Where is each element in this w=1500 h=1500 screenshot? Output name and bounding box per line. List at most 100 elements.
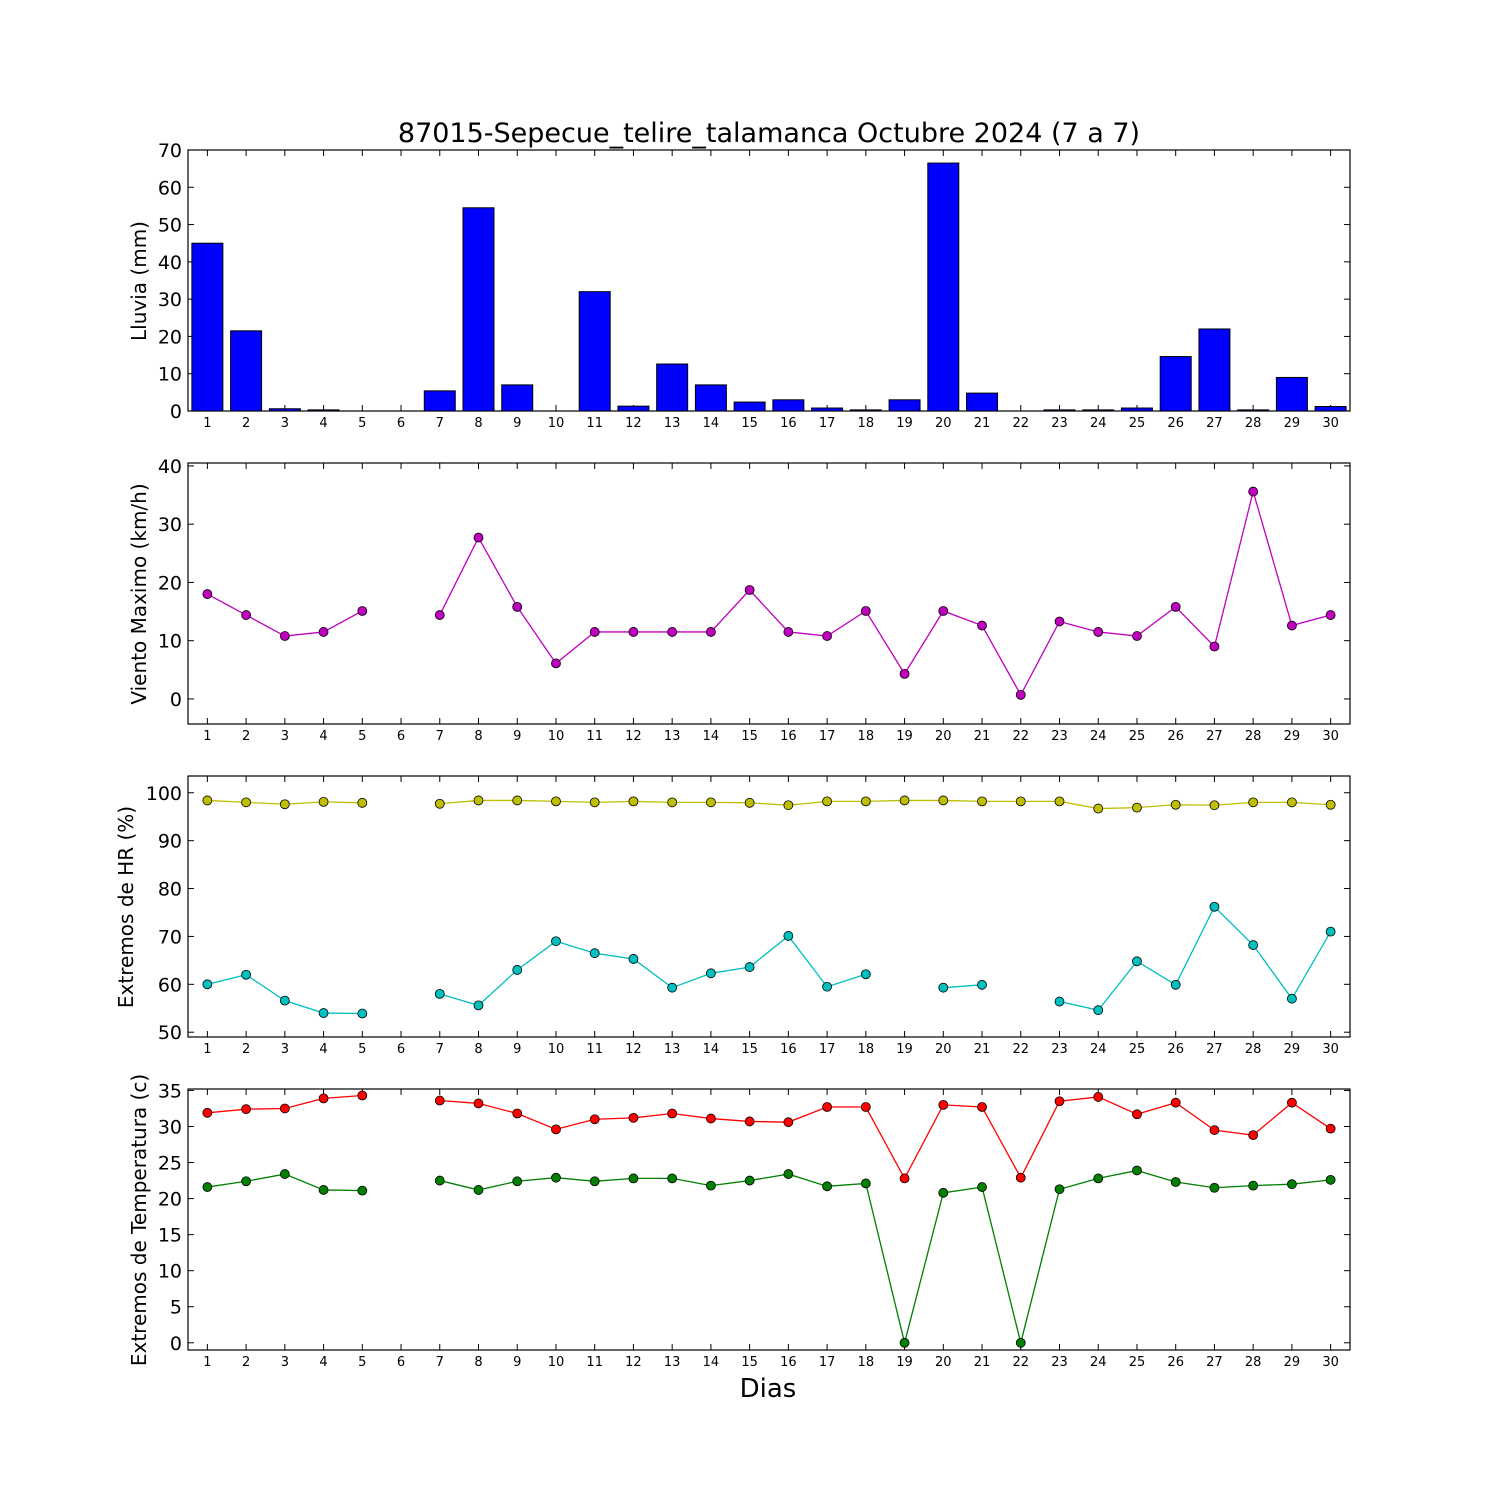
rainfall-xtick-label: 9 — [513, 416, 521, 431]
wind-series-0-point — [1093, 627, 1104, 637]
humidity-ytick-label: 80 — [158, 879, 182, 901]
wind-xtick-label: 19 — [896, 729, 913, 744]
wind-series-0-point — [279, 631, 290, 641]
humidity-series-0-point — [783, 800, 794, 811]
wind-series-0-point — [744, 585, 755, 595]
wind-series-0-point — [1015, 689, 1026, 700]
wind-ytick-label: 0 — [170, 689, 182, 711]
wind-series-0-point — [1209, 641, 1220, 652]
humidity-series-1-point — [860, 969, 871, 980]
humidity-series-1-point — [279, 995, 290, 1006]
temperature-series-0-point — [822, 1102, 832, 1112]
temperature-series-1-point — [1170, 1177, 1181, 1187]
rainfall-xtick-label: 12 — [625, 416, 642, 431]
temperature-series-0-point — [357, 1090, 368, 1101]
humidity-xtick-label: 12 — [625, 1042, 642, 1057]
humidity-series-1-point — [512, 965, 523, 975]
wind-xtick-label: 28 — [1245, 729, 1262, 744]
humidity-xtick-label: 24 — [1090, 1042, 1107, 1057]
temperature-series-0-point — [628, 1112, 639, 1123]
temperature-ytick-label: 10 — [158, 1261, 182, 1283]
humidity-xtick-label: 21 — [974, 1042, 991, 1057]
wind-ytick-label: 30 — [158, 514, 182, 536]
temperature-series-1-point — [589, 1176, 600, 1187]
humidity-series-1-point — [318, 1008, 329, 1018]
humidity-series-0-point — [860, 796, 871, 807]
temperature-series-1-point — [938, 1187, 949, 1198]
temperature-xtick-label: 9 — [513, 1355, 521, 1370]
temperature-xtick-label: 18 — [858, 1355, 875, 1370]
wind-xtick-label: 2 — [242, 729, 250, 744]
temperature-series-0-point — [744, 1116, 755, 1127]
humidity-series-1-point — [667, 982, 678, 993]
humidity-xtick-label: 17 — [819, 1042, 836, 1057]
rainfall-xtick-label: 13 — [664, 416, 681, 431]
temperature-xtick-label: 7 — [436, 1355, 444, 1370]
humidity-series-1-line — [943, 984, 983, 989]
rainfall-xtick-label: 3 — [281, 416, 289, 431]
temperature-series-1-point — [279, 1169, 290, 1179]
humidity-series-0-point — [1287, 797, 1297, 808]
humidity-series-0-point — [1132, 802, 1142, 813]
humidity-series-0-point — [1209, 800, 1220, 811]
humidity-xtick-label: 20 — [935, 1042, 952, 1057]
humidity-series-1-point — [1209, 901, 1220, 912]
humidity-series-1-point — [1093, 1005, 1104, 1016]
temperature-series-0-point — [1287, 1097, 1297, 1108]
rainfall-xtick-label: 27 — [1206, 416, 1223, 431]
temperature-series-0-point — [1054, 1096, 1065, 1107]
wind-series-0-point — [434, 610, 445, 620]
wind-series-0-point — [357, 606, 368, 616]
wind-series-0-point — [1054, 616, 1065, 627]
temperature-xtick-label: 15 — [741, 1355, 758, 1370]
humidity-xtick-label: 30 — [1322, 1042, 1339, 1057]
rainfall-bar — [423, 390, 456, 412]
rainfall-bar — [694, 384, 727, 412]
rainfall-bar — [733, 401, 766, 412]
rainfall-xtick-label: 21 — [974, 416, 991, 431]
rainfall-bar — [1198, 328, 1231, 412]
wind-xtick-label: 27 — [1206, 729, 1223, 744]
humidity-series-0-point — [822, 796, 832, 807]
wind-xtick-label: 15 — [741, 729, 758, 744]
wind-plot-frame — [187, 462, 1351, 725]
humidity-xtick-label: 14 — [703, 1042, 720, 1057]
rainfall-xtick-label: 20 — [935, 416, 952, 431]
temperature-xtick-label: 26 — [1167, 1355, 1184, 1370]
humidity-series-0-point — [899, 795, 910, 806]
humidity-series-0-point — [628, 796, 639, 807]
temperature-series-0-point — [279, 1103, 290, 1114]
temperature-series-1-point — [551, 1172, 561, 1183]
temperature-series-1-point — [783, 1169, 794, 1179]
wind-series-0-point — [860, 606, 871, 616]
wind-xtick-label: 8 — [474, 729, 482, 744]
rainfall-bar — [191, 242, 224, 412]
wind-xtick-label: 30 — [1322, 729, 1339, 744]
wind-series-0-point — [822, 631, 832, 641]
humidity-series-0-point — [512, 795, 523, 806]
temperature-series-1-point — [473, 1185, 484, 1195]
rainfall-xtick-label: 15 — [741, 416, 758, 431]
humidity-series-0-point — [1054, 796, 1065, 807]
humidity-xtick-label: 8 — [474, 1042, 482, 1057]
humidity-series-0-point — [202, 795, 213, 806]
temperature-series-0-point — [860, 1102, 871, 1112]
temperature-series-0-point — [1015, 1172, 1026, 1183]
rainfall-bar — [501, 384, 534, 412]
humidity-series-1-line — [1059, 905, 1332, 1011]
wind-series-0-point — [783, 627, 794, 637]
wind-series-0-point — [512, 601, 523, 612]
rainfall-bar — [1043, 409, 1076, 412]
temperature-series-1-point — [512, 1176, 523, 1187]
temperature-xtick-label: 29 — [1284, 1355, 1301, 1370]
temperature-xtick-label: 3 — [281, 1355, 289, 1370]
humidity-xtick-label: 19 — [896, 1042, 913, 1057]
rainfall-ytick-label: 30 — [158, 289, 182, 311]
wind-series-0-point — [1287, 620, 1297, 631]
humidity-series-1-point — [1325, 926, 1336, 937]
wind-xtick-label: 1 — [203, 729, 211, 744]
rainfall-bar — [617, 405, 650, 412]
